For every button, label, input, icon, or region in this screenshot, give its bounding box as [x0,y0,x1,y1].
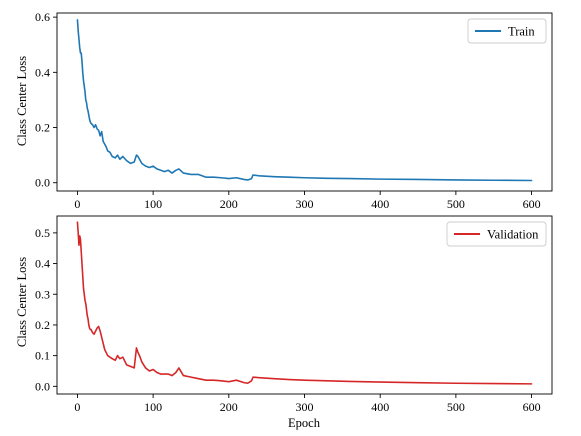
validation-x-tick-label: 100 [144,400,162,414]
validation-loss-panel: Class Center Loss Epoch 0 100 200 300 400 500… [15,215,553,430]
train-x-tick-label: 500 [447,197,465,211]
validation-x-axis-label: Epoch [288,416,321,430]
train-legend: Train [467,18,547,44]
train-x-tick-label: 100 [144,197,162,211]
validation-legend: Validation [446,221,547,247]
validation-y-tick-label: 0.4 [35,257,50,271]
validation-y-tick-label: 0.1 [35,349,50,363]
validation-legend-box [446,221,547,247]
validation-x-tick-label: 500 [447,400,465,414]
train-loss-panel: Class Center Loss 0 100 200 300 400 500 600 0.0… [15,10,553,211]
train-y-tick-label: 0.4 [35,65,50,79]
train-x-tick-label: 0 [74,197,80,211]
train-x-tick-label: 600 [523,197,541,211]
train-x-tick-label: 300 [296,197,314,211]
validation-y-axis-label: Class Center Loss [15,257,29,347]
train-legend-box [467,18,547,44]
train-x-tick-label: 200 [220,197,238,211]
train-legend-label: Train [508,25,535,39]
validation-x-tick-label: 0 [74,400,80,414]
validation-x-tick-label: 200 [220,400,238,414]
validation-x-tick-label: 400 [371,400,389,414]
validation-y-tick-label: 0.2 [35,318,50,332]
validation-series-line [76,221,533,385]
validation-legend-label: Validation [487,228,539,242]
train-series-line [76,19,533,182]
train-x-tick-label: 400 [371,197,389,211]
validation-y-tick-label: 0.0 [35,379,50,393]
validation-x-tick-label: 300 [296,400,314,414]
validation-y-tick-label: 0.5 [35,226,50,240]
train-y-axis-label: Class Center Loss [15,56,29,146]
validation-x-tick-label: 600 [523,400,541,414]
validation-y-tick-label: 0.3 [35,287,50,301]
train-y-tick-label: 0.2 [35,121,50,135]
train-y-tick-label: 0.6 [35,10,50,24]
train-y-tick-label: 0.0 [35,176,50,190]
